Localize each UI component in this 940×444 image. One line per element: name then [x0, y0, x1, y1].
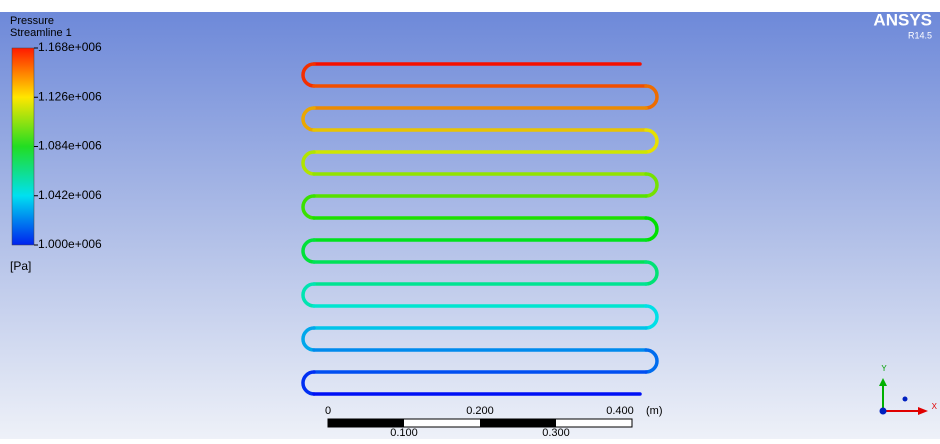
- scale-block: [480, 419, 556, 427]
- legend-subtitle: Streamline 1: [10, 27, 72, 39]
- logo-version: R14.5: [908, 30, 932, 40]
- scale-label: 0.100: [390, 427, 418, 439]
- logo: ANSYS: [873, 10, 932, 29]
- color-bar-label: 1.084e+006: [38, 139, 102, 153]
- color-bar-label: 1.042e+006: [38, 188, 102, 202]
- legend-title: Pressure: [10, 15, 54, 27]
- scale-label: 0: [325, 405, 331, 417]
- caption-strip: [0, 0, 940, 12]
- z-axis-dot: [880, 408, 887, 415]
- scale-block: [328, 419, 404, 427]
- page: Pressure Streamline 1 1.168e+006 1.126e+0…: [0, 0, 940, 444]
- color-bar-label: 1.168e+006: [38, 40, 102, 54]
- scale-label: 0.400: [606, 405, 634, 417]
- z-indicator: [903, 397, 908, 402]
- color-bar-label: 1.126e+006: [38, 89, 102, 103]
- scale-label: 0.300: [542, 427, 570, 439]
- scale-unit: (m): [646, 405, 663, 417]
- scale-label: 0.200: [466, 405, 494, 417]
- x-axis-label: X: [932, 402, 938, 411]
- legend-unit: [Pa]: [10, 259, 31, 273]
- color-bar: [12, 48, 34, 245]
- color-bar-label: 1.000e+006: [38, 237, 102, 251]
- viewport: Pressure Streamline 1 1.168e+006 1.126e+0…: [0, 0, 940, 439]
- y-axis-label: Y: [881, 364, 887, 373]
